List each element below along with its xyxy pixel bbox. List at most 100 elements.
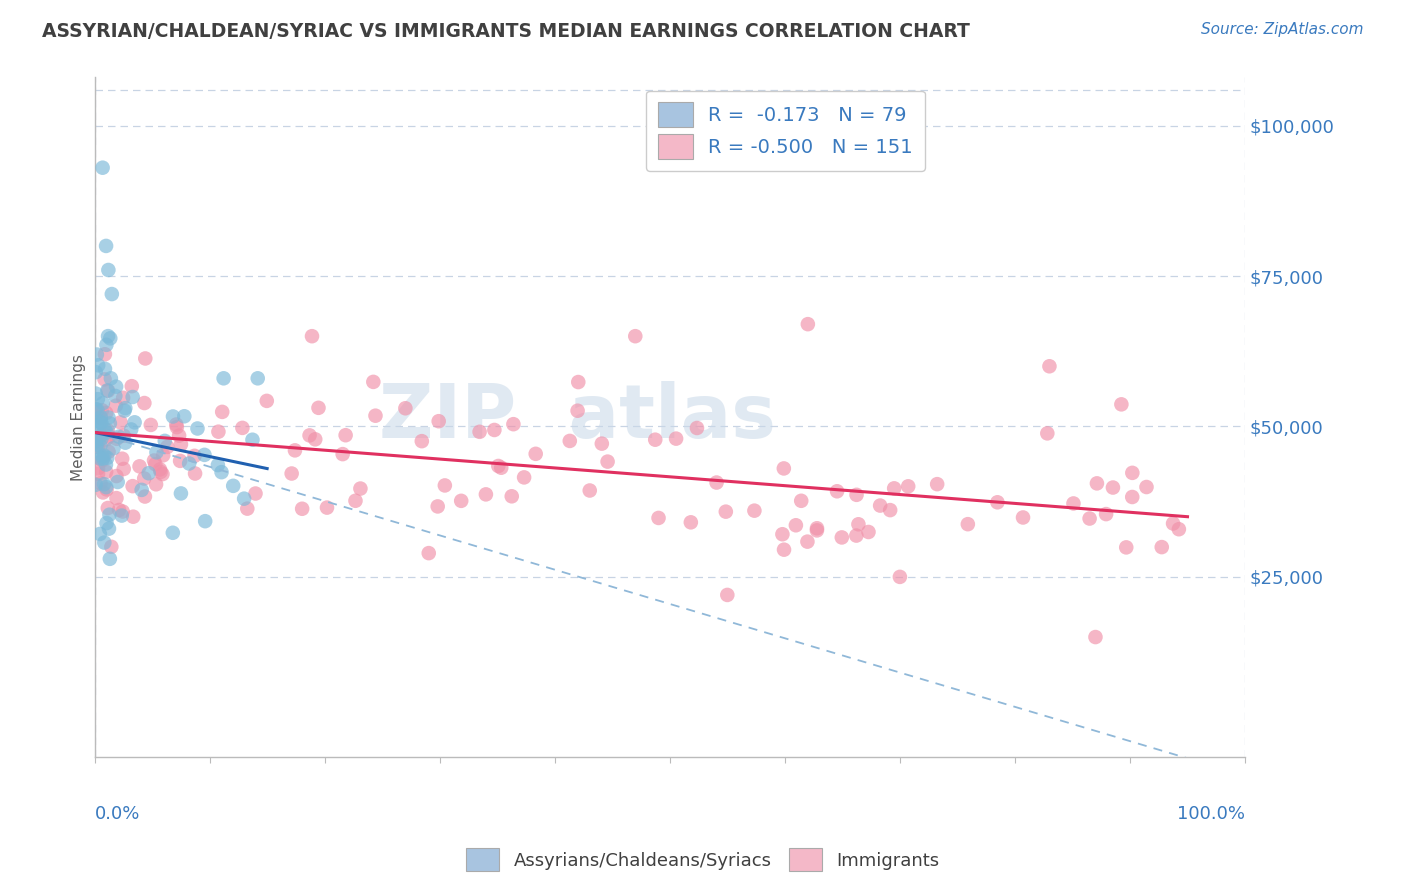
Point — [153, 434, 176, 448]
Point — [86, 440, 108, 454]
Point — [111, 451, 134, 466]
Point — [349, 482, 371, 496]
Point — [87, 435, 110, 450]
Point — [152, 467, 174, 481]
Point — [207, 458, 229, 472]
Point — [170, 437, 193, 451]
Point — [84, 438, 107, 452]
Point — [93, 535, 115, 549]
Point — [108, 503, 131, 517]
Point — [484, 423, 506, 437]
Point — [363, 375, 385, 389]
Point — [744, 503, 766, 517]
Point — [149, 462, 172, 476]
Point — [845, 488, 868, 502]
Point — [105, 469, 128, 483]
Point — [152, 448, 174, 462]
Point — [93, 449, 115, 463]
Point — [97, 423, 120, 437]
Point — [825, 484, 848, 499]
Point — [100, 540, 122, 554]
Point — [308, 401, 330, 415]
Point — [143, 457, 166, 471]
Point — [149, 465, 172, 479]
Point — [100, 371, 122, 385]
Point — [426, 500, 449, 514]
Point — [94, 433, 117, 447]
Point — [97, 384, 120, 398]
Point — [1036, 426, 1059, 441]
Point — [332, 447, 354, 461]
Point — [714, 505, 737, 519]
Point — [124, 415, 146, 429]
Point — [418, 546, 440, 560]
Point — [796, 534, 818, 549]
Point — [84, 419, 107, 434]
Text: 0.0%: 0.0% — [94, 805, 141, 823]
Point — [89, 451, 111, 466]
Point — [91, 396, 114, 410]
Point — [501, 489, 523, 503]
Point — [96, 480, 118, 494]
Point — [567, 375, 589, 389]
Point — [87, 467, 110, 481]
Point — [114, 403, 136, 417]
Point — [134, 471, 156, 485]
Point — [644, 433, 666, 447]
Point — [122, 509, 145, 524]
Point — [94, 465, 117, 479]
Point — [207, 425, 229, 439]
Point — [87, 392, 110, 406]
Point — [1085, 476, 1108, 491]
Legend: Assyrians/Chaldeans/Syriacs, Immigrants: Assyrians/Chaldeans/Syriacs, Immigrants — [460, 841, 946, 879]
Point — [1150, 540, 1173, 554]
Point — [86, 402, 108, 417]
Point — [84, 434, 107, 448]
Point — [167, 428, 190, 442]
Point — [1161, 516, 1184, 531]
Point — [211, 465, 233, 479]
Point — [89, 527, 111, 541]
Point — [114, 435, 136, 450]
Point — [513, 470, 536, 484]
Point — [96, 425, 118, 440]
Point — [134, 490, 156, 504]
Point — [89, 415, 111, 429]
Point — [1078, 511, 1101, 525]
Point — [90, 428, 112, 442]
Point — [87, 409, 110, 424]
Point — [90, 416, 112, 430]
Point — [489, 460, 512, 475]
Point — [96, 406, 118, 420]
Point — [93, 372, 115, 386]
Point — [128, 459, 150, 474]
Point — [468, 425, 491, 439]
Point — [558, 434, 581, 448]
Point — [335, 428, 357, 442]
Point — [121, 390, 143, 404]
Point — [97, 501, 120, 516]
Point — [91, 161, 114, 175]
Point — [98, 522, 121, 536]
Point — [96, 450, 118, 465]
Point — [1111, 397, 1133, 411]
Point — [97, 444, 120, 458]
Point — [686, 421, 709, 435]
Point — [624, 329, 647, 343]
Point — [121, 379, 143, 393]
Point — [91, 427, 114, 442]
Point — [231, 421, 253, 435]
Point — [173, 409, 195, 424]
Point — [883, 481, 905, 495]
Point — [233, 491, 256, 506]
Point — [98, 331, 121, 345]
Point — [772, 461, 794, 475]
Point — [1115, 541, 1137, 555]
Point — [96, 384, 118, 398]
Point — [104, 389, 127, 403]
Point — [773, 542, 796, 557]
Text: ASSYRIAN/CHALDEAN/SYRIAC VS IMMIGRANTS MEDIAN EARNINGS CORRELATION CHART: ASSYRIAN/CHALDEAN/SYRIAC VS IMMIGRANTS M… — [42, 22, 970, 41]
Point — [790, 493, 813, 508]
Point — [524, 447, 547, 461]
Point — [112, 462, 135, 476]
